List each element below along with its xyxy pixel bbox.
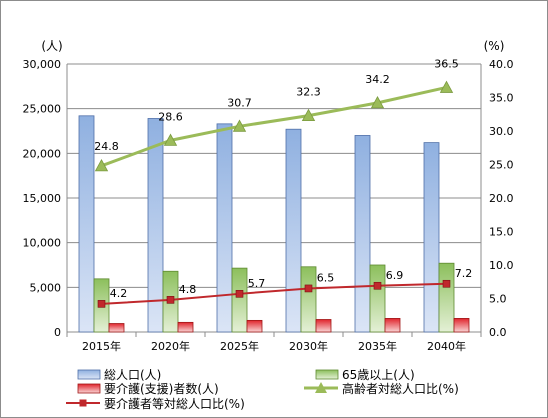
legend-label: 要介護(支援)者数(人) [104,381,219,396]
y-right-tick-label: 15.0 [489,226,514,239]
y-left-tick-label: 10,000 [23,237,62,250]
y-left-tick-label: 20,000 [23,147,62,160]
x-tick-label: 2035年 [358,339,397,353]
y-right-tick-label: 35.0 [489,92,514,105]
y-left-tick-label: 15,000 [23,192,62,205]
point-marker [301,108,316,121]
data-label: 4.8 [179,283,197,296]
bar [300,266,317,333]
bar [384,318,401,333]
bar [78,115,95,333]
y-left-tick-label: 25,000 [23,103,62,116]
data-label: 32.3 [296,86,321,99]
bar [354,135,371,333]
bar [177,321,194,333]
y-right-tick-label: 40.0 [489,58,514,71]
legend-swatch [77,369,101,380]
x-tick-label: 2015年 [82,339,121,353]
y-left-tick-label: 5,000 [30,281,62,294]
y-left-tick-label: 30,000 [23,58,62,71]
data-label: 4.2 [110,287,128,300]
bar [231,267,248,333]
bar [315,319,332,333]
y-right-tick-label: 0.0 [489,326,507,339]
bar [285,128,302,333]
series-line [100,85,447,168]
data-label: 24.8 [94,140,119,153]
bar [246,319,263,333]
point-marker [232,119,247,132]
y-right-tick-label: 25.0 [489,159,514,172]
bar [108,323,125,333]
point-marker [235,290,244,298]
bar [423,142,440,333]
legend-marker [79,399,87,407]
x-tick-label: 2020年 [151,339,190,353]
legend-marker [315,382,327,393]
data-label: 36.5 [434,57,459,70]
legend-label: 高齢者対総人口比(%) [342,381,459,396]
data-label: 5.7 [248,277,266,290]
legend-label: 65歳以上(人) [342,368,415,382]
point-marker [97,300,106,308]
x-tick-label: 2040年 [427,339,466,353]
y-left-tick-label: 0 [54,326,61,339]
legend-label: 総人口(人) [104,368,161,382]
legend-swatch [77,383,101,394]
bar [438,262,455,333]
point-marker [94,159,109,172]
data-label: 34.2 [365,73,390,86]
data-label: 28.6 [158,110,183,123]
y-right-tick-label: 30.0 [489,125,514,138]
series-line [101,282,447,305]
data-label: 6.9 [386,269,404,282]
y-right-tick-label: 5.0 [489,293,507,306]
bar [453,318,470,333]
point-marker [163,133,178,146]
bar [216,123,233,333]
data-label: 30.7 [227,96,252,109]
point-marker [442,279,451,288]
data-label: 7.2 [455,267,473,280]
data-label: 6.5 [317,271,335,284]
point-marker [439,80,454,93]
legend-label: 要介護者等対総人口比(%) [104,396,245,411]
legend-swatch [315,369,339,380]
y-left-unit: (人) [41,39,62,53]
point-marker [304,284,313,293]
x-tick-label: 2030年 [289,339,328,353]
bar [147,118,164,333]
bar [369,264,386,333]
point-marker [370,96,385,109]
y-right-tick-label: 10.0 [489,259,514,272]
point-marker [373,281,382,290]
y-right-tick-label: 20.0 [489,192,514,205]
x-tick-label: 2025年 [220,339,259,353]
y-right-unit: (%) [484,39,505,53]
point-marker [166,296,175,304]
